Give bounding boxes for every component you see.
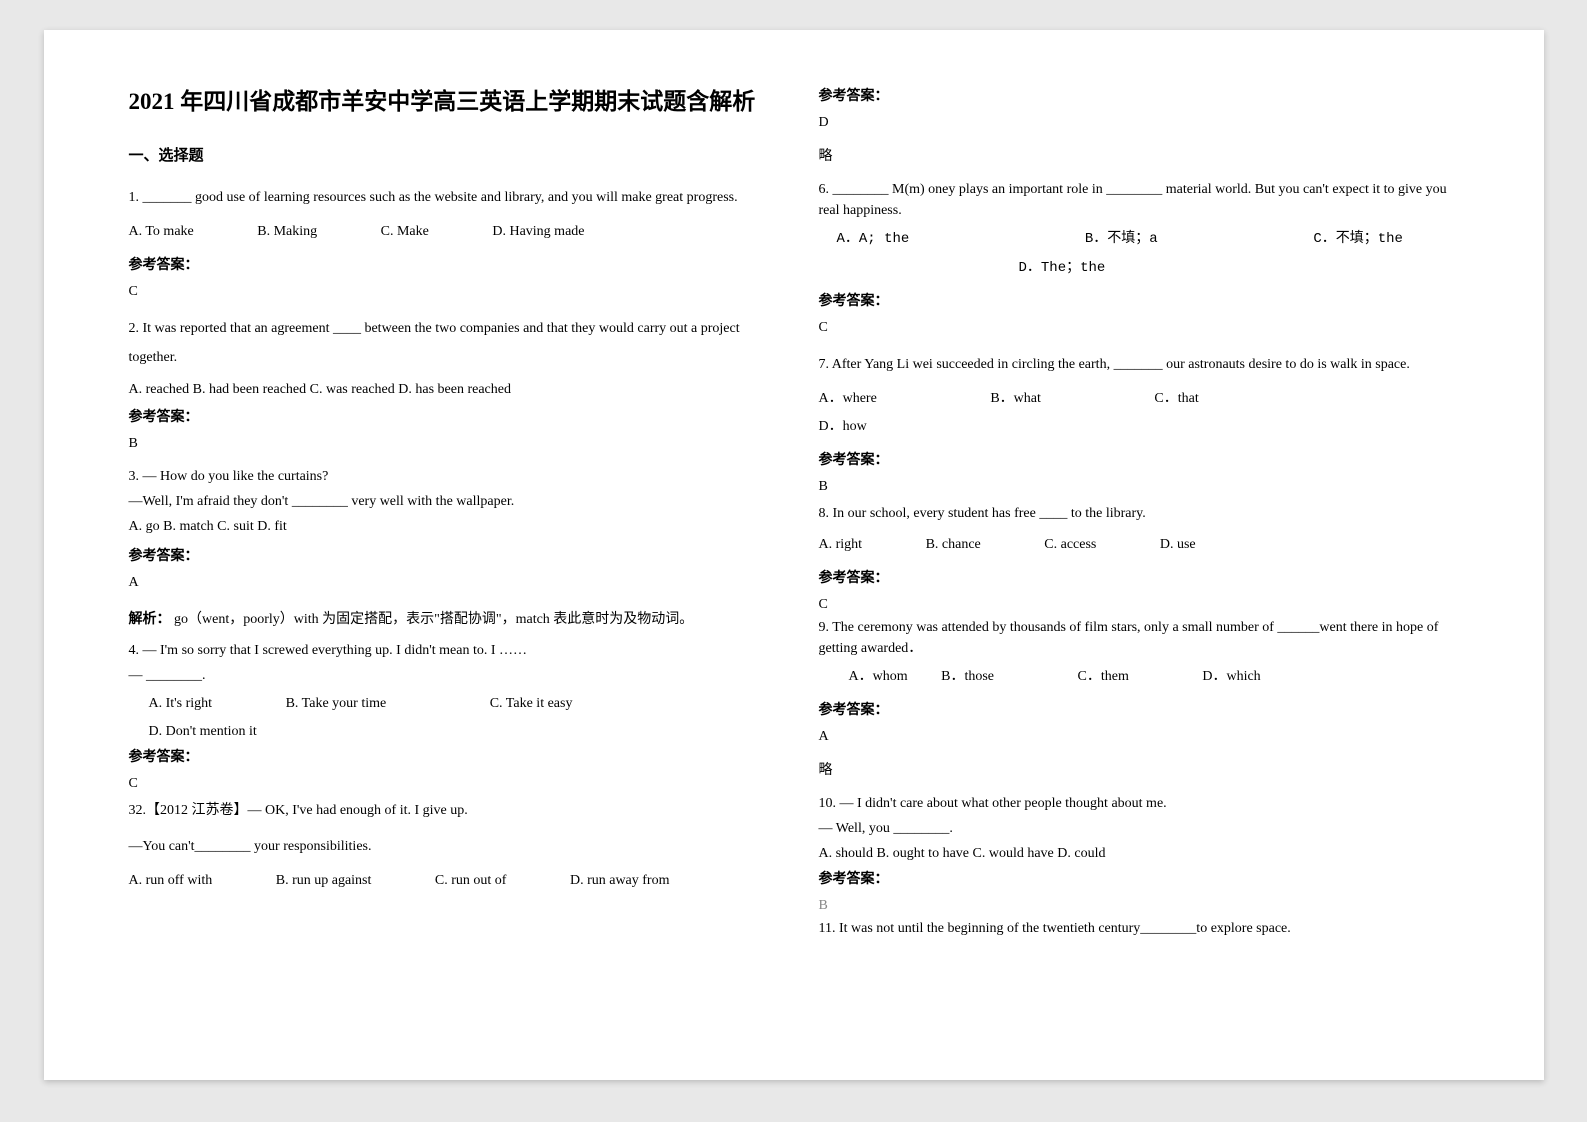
q4-choices: A. It's right B. Take your time C. Take … [149,690,769,746]
q11-stem: 11. It was not until the beginning of th… [819,918,1459,939]
q6-choices: A．A; the B．不填；a C．不填；the D．The；the [819,225,1459,284]
q7-stem: 7. After Yang Li wei succeeded in circli… [819,350,1459,379]
q6-c: C．不填；the [1313,231,1403,247]
q6-d: D．The；the [1019,254,1106,283]
q7-ans-label: 参考答案： [819,449,1459,469]
q7-a: A．where [819,385,877,413]
section-heading: 一、选择题 [129,144,769,165]
q3-l1: 3. — How do you like the curtains? [129,466,769,487]
q3-ans: A [129,575,769,591]
q7-d: D．how [819,413,867,441]
q4-l2: — ________. [129,665,769,686]
q3-ans-label: 参考答案： [129,545,769,565]
q4-ans-label: 参考答案： [129,746,769,766]
expl-label: 解析： [129,612,171,627]
q10-l1: 10. — I didn't care about what other peo… [819,793,1459,814]
q8-stem: 8. In our school, every student has free… [819,499,1459,528]
q4-b: B. Take your time [286,690,387,718]
q2-stem: 2. It was reported that an agreement ___… [129,314,769,373]
q5-c: C. run out of [435,867,507,895]
q1-stem: 1. _______ good use of learning resource… [129,183,769,212]
q7-b: B．what [990,385,1041,413]
q5-ans-label: 参考答案： [819,85,1459,105]
q6-stem: 6. ________ M(m) oney plays an important… [819,179,1459,221]
q4-ans: C [129,776,769,792]
q1-b: B. Making [257,218,317,246]
q5-b: B. run up against [276,867,372,895]
q9-ans-label: 参考答案： [819,699,1459,719]
q9-choices: A．whom B．those C．them D．which [849,663,1459,691]
q9-lue: 略 [819,759,1459,779]
left-column: 2021 年四川省成都市羊安中学高三英语上学期期末试题含解析 一、选择题 1. … [104,85,794,1040]
q10-l2: — Well, you ________. [819,818,1459,839]
q7-choices: A．where B．what C．that D．how [819,385,1459,441]
q2-ans: B [129,436,769,452]
q4-a: A. It's right [149,690,213,718]
q3-explain: 解析： go（went，poorly）with 为固定搭配，表示"搭配协调"，m… [129,605,769,634]
q1-d: D. Having made [492,218,584,246]
right-column: 参考答案： D 略 6. ________ M(m) oney plays an… [794,85,1484,1040]
q9-b: B．those [941,663,994,691]
q1-c: C. Make [381,218,429,246]
q1-ans: C [129,284,769,300]
q8-ans-label: 参考答案： [819,567,1459,587]
q8-ans: C [819,597,1459,613]
q6-ans: C [819,320,1459,336]
q8-a: A. right [819,531,863,559]
q9-d: D．which [1202,663,1260,691]
q5-d: D. run away from [570,867,670,895]
q2-choices: A. reached B. had been reached C. was re… [129,375,769,404]
q10-ans: B [819,898,1459,914]
q6-ans-label: 参考答案： [819,290,1459,310]
q2-ans-label: 参考答案： [129,406,769,426]
q9-c: C．them [1078,663,1129,691]
q9-ans: A [819,729,1459,745]
q7-c: C．that [1154,385,1198,413]
q1-a: A. To make [129,218,194,246]
q8-choices: A. right B. chance C. access D. use [819,531,1459,559]
q5-choices: A. run off with B. run up against C. run… [129,867,769,895]
q8-d: D. use [1160,531,1196,559]
q1-choices: A. To make B. Making C. Make D. Having m… [129,218,769,246]
q10-ans-label: 参考答案： [819,868,1459,888]
q5-l1: 32.【2012 江苏卷】— OK, I've had enough of it… [129,796,769,825]
q3-expl-text: go（went，poorly）with 为固定搭配，表示"搭配协调"，match… [171,612,694,627]
q9-stem: 9. The ceremony was attended by thousand… [819,617,1459,659]
q4-d: D. Don't mention it [149,718,257,746]
q8-b: B. chance [926,531,981,559]
q3-l2: —Well, I'm afraid they don't ________ ve… [129,491,769,512]
q7-ans: B [819,479,1459,495]
q4-c: C. Take it easy [490,690,573,718]
q3-choices: A. go B. match C. suit D. fit [129,516,769,537]
q10-choices: A. should B. ought to have C. would have… [819,843,1459,864]
q5-lue: 略 [819,145,1459,165]
q9-a: A．whom [849,663,908,691]
q8-c: C. access [1044,531,1096,559]
q5-ans: D [819,115,1459,131]
q5-l2: —You can't________ your responsibilities… [129,832,769,861]
q5-a: A. run off with [129,867,213,895]
q7-stem-text: 7. After Yang Li wei succeeded in circli… [819,357,1410,372]
q6-a: A．A; the [837,225,1077,254]
page-title: 2021 年四川省成都市羊安中学高三英语上学期期末试题含解析 [129,85,769,120]
q6-b: B．不填；a [1085,225,1305,254]
q4-l1: 4. — I'm so sorry that I screwed everyth… [129,640,769,661]
exam-page: 2021 年四川省成都市羊安中学高三英语上学期期末试题含解析 一、选择题 1. … [44,30,1544,1080]
q1-ans-label: 参考答案： [129,254,769,274]
